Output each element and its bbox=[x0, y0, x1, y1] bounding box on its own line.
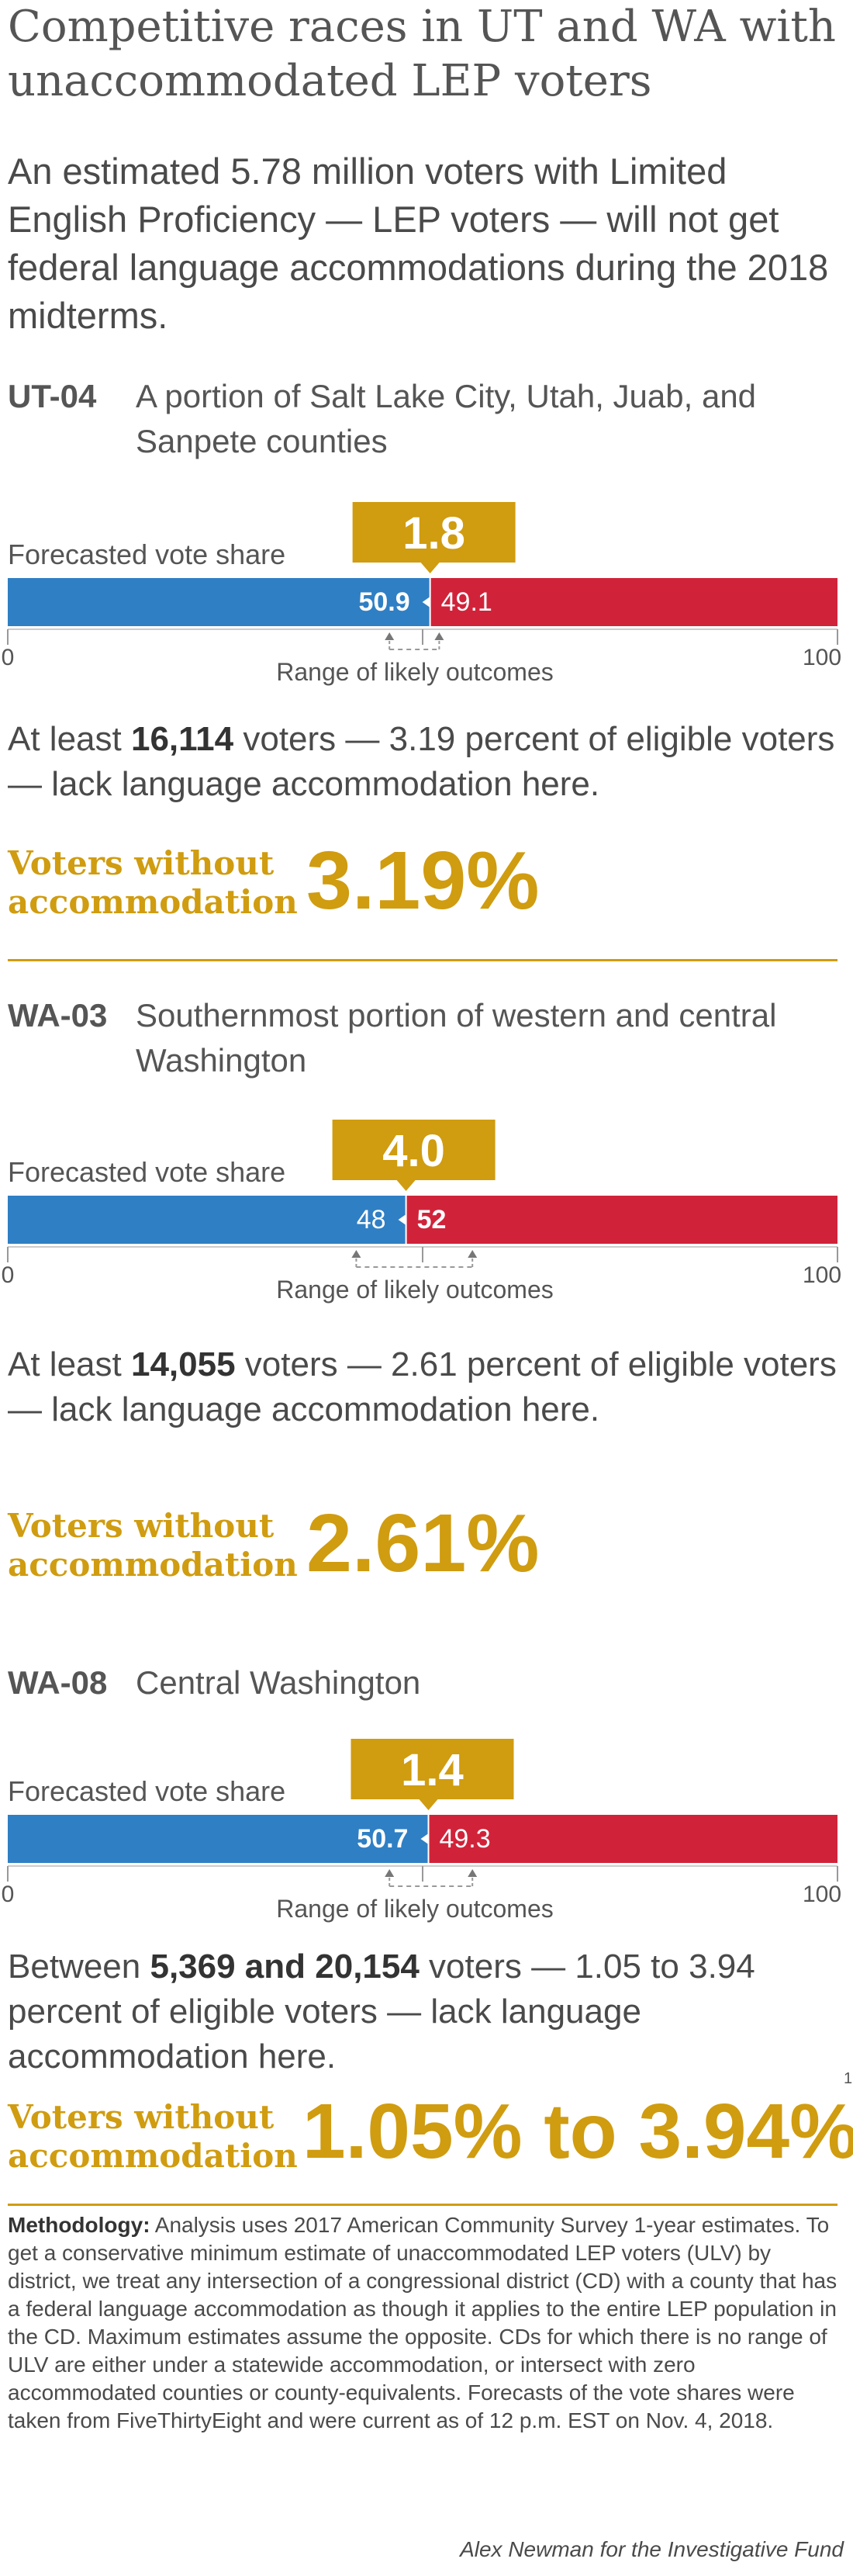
credit: Alex Newman for the Investigative Fund bbox=[460, 2537, 844, 2561]
section-divider bbox=[8, 2204, 837, 2206]
bar-blue bbox=[8, 1196, 406, 1244]
margin-badge bbox=[351, 1739, 514, 1799]
bar-blue bbox=[8, 578, 430, 626]
callout-label: Voters without accommodation bbox=[8, 1507, 298, 1584]
footnote-mark: 1 bbox=[844, 2070, 853, 2087]
vote-share-chart-ut04: Forecasted vote share 50.9 49.1 1.8 0 100 Rang… bbox=[0, 481, 853, 714]
race-code: UT-04 bbox=[8, 378, 97, 414]
chart-svg: Forecasted vote share 50.7 49.3 1.4 0 100 Rang… bbox=[2, 1739, 841, 1923]
range-left-arrow bbox=[385, 1869, 395, 1877]
split-marker bbox=[420, 1833, 429, 1844]
section-divider bbox=[8, 959, 837, 961]
stat-post: voters — 3.19 percent of eligible voters… bbox=[8, 720, 835, 803]
value-label-blue: 50.9 bbox=[358, 587, 409, 617]
value-label-red: 52 bbox=[417, 1205, 447, 1234]
bar-red bbox=[428, 1815, 837, 1863]
margin-value: 1.8 bbox=[402, 508, 465, 559]
callout-value: 3.19% bbox=[306, 835, 540, 926]
margin-value: 4.0 bbox=[382, 1126, 445, 1176]
margin-badge bbox=[332, 1120, 496, 1180]
callout-label: Voters without accommodation bbox=[8, 844, 298, 921]
margin-badge bbox=[352, 502, 516, 563]
callout-value: 1.05% to 3.94% bbox=[302, 2088, 853, 2175]
margin-value: 1.4 bbox=[401, 1745, 464, 1795]
stat-count: 16,114 bbox=[130, 720, 234, 758]
race-code: WA-03 bbox=[8, 997, 108, 1034]
bar-red bbox=[406, 1196, 837, 1244]
range-label: Range of likely outcomes bbox=[276, 658, 554, 686]
stat-text-wa03: At least 14,055 voters — 2.61 percent of… bbox=[8, 1342, 845, 1432]
methodology-text: Analysis uses 2017 American Community Su… bbox=[8, 2213, 837, 2432]
range-right-arrow bbox=[434, 632, 444, 640]
range-right-arrow bbox=[468, 1250, 478, 1258]
bar-red bbox=[430, 578, 837, 626]
race-code: WA-08 bbox=[8, 1664, 108, 1701]
value-label-red: 49.3 bbox=[439, 1824, 490, 1854]
tick-label-0: 0 bbox=[2, 1882, 15, 1907]
value-label-blue: 50.7 bbox=[357, 1824, 408, 1854]
value-label-red: 49.1 bbox=[441, 587, 492, 617]
tick-label-0: 0 bbox=[2, 1262, 15, 1288]
split-marker bbox=[422, 597, 430, 608]
forecast-label: Forecasted vote share bbox=[8, 1156, 285, 1188]
stat-count: 14,055 bbox=[130, 1345, 236, 1383]
range-left-arrow bbox=[385, 632, 395, 640]
chart-svg: Forecasted vote share 48 52 4.0 0 100 Range of… bbox=[2, 1120, 841, 1304]
forecast-label: Forecasted vote share bbox=[8, 538, 285, 570]
stat-count: 5,369 and 20,154 bbox=[150, 1948, 420, 1986]
margin-badge-pointer bbox=[396, 1180, 416, 1191]
split-marker bbox=[398, 1214, 406, 1225]
range-label: Range of likely outcomes bbox=[276, 1276, 554, 1304]
tick-label-100: 100 bbox=[803, 645, 841, 670]
tick-label-100: 100 bbox=[803, 1882, 841, 1907]
intro-text: An estimated 5.78 million voters with Li… bbox=[8, 151, 829, 336]
stat-post: voters — 2.61 percent of eligible voters… bbox=[8, 1345, 837, 1428]
tick-label-100: 100 bbox=[803, 1262, 841, 1288]
range-left-arrow bbox=[351, 1250, 361, 1258]
chart-svg: Forecasted vote share 50.9 49.1 1.8 0 100 Rang… bbox=[2, 502, 841, 686]
tick-label-0: 0 bbox=[2, 645, 15, 670]
stat-pre: Between bbox=[8, 1948, 150, 1986]
margin-badge-pointer bbox=[420, 563, 440, 573]
forecast-label: Forecasted vote share bbox=[8, 1775, 285, 1807]
stat-text-ut04: At least 16,114 voters — 3.19 percent of… bbox=[8, 717, 845, 807]
stat-pre: At least bbox=[8, 1345, 131, 1383]
race-description: Central Washington bbox=[136, 1664, 421, 1701]
vote-share-chart-wa08: Forecasted vote share 50.7 49.3 1.4 0 100 Rang… bbox=[0, 1718, 853, 1951]
range-right-arrow bbox=[468, 1869, 478, 1877]
callout-label: Voters without accommodation bbox=[8, 2098, 298, 2175]
range-label: Range of likely outcomes bbox=[276, 1895, 554, 1923]
bar-blue bbox=[8, 1815, 429, 1863]
race-description: A portion of Salt Lake City, Utah, Juab,… bbox=[136, 378, 757, 459]
margin-badge-pointer bbox=[419, 1799, 438, 1810]
methodology-label: Methodology: bbox=[8, 2213, 150, 2237]
page-title: Competitive races in UT and WA with unac… bbox=[8, 2, 836, 106]
methodology: Methodology: Analysis uses 2017 American… bbox=[8, 2211, 841, 2435]
stat-pre: At least bbox=[8, 720, 131, 758]
stat-post: voters — 1.05 to 3.94 percent of eligibl… bbox=[8, 1948, 755, 2076]
callout-value: 2.61% bbox=[306, 1497, 540, 1589]
vote-share-chart-wa03: Forecasted vote share 48 52 4.0 0 100 Range of… bbox=[0, 1099, 853, 1331]
value-label-blue: 48 bbox=[357, 1205, 386, 1234]
stat-text-wa08: Between 5,369 and 20,154 voters — 1.05 t… bbox=[8, 1944, 845, 2079]
race-description: Southernmost portion of western and cent… bbox=[136, 997, 777, 1079]
